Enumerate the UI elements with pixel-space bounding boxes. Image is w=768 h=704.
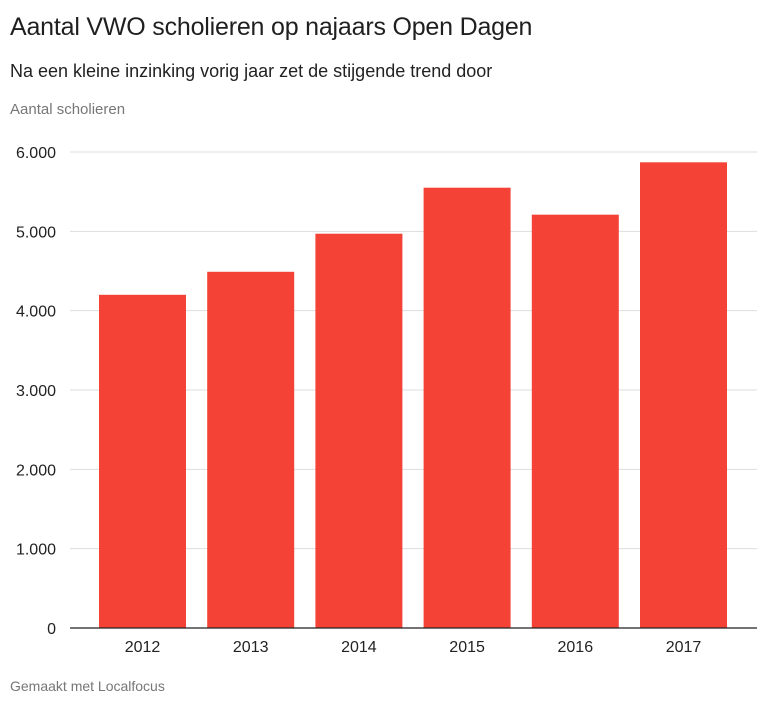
x-axis-ticks: 2012 2013 2014 2015 2016 2017 — [125, 639, 702, 656]
bar-2013[interactable] — [207, 271, 295, 628]
x-tick-label: 2012 — [125, 639, 161, 656]
bar-2017[interactable] — [640, 162, 727, 628]
x-tick-label: 2015 — [449, 639, 485, 656]
x-tick-label: 2016 — [558, 639, 594, 656]
chart-title: Aantal VWO scholieren op najaars Open Da… — [10, 13, 533, 41]
bar-2015[interactable] — [423, 187, 511, 628]
y-tick-label: 1.000 — [16, 542, 56, 559]
y-tick-label: 6.000 — [16, 145, 56, 162]
y-axis-label: Aantal scholieren — [10, 101, 126, 118]
y-tick-label: 3.000 — [16, 383, 56, 400]
x-tick-label: 2013 — [233, 639, 269, 656]
y-tick-label: 0 — [47, 621, 56, 638]
footer-credit: Gemaakt met Localfocus — [10, 678, 165, 694]
bar-2014[interactable] — [315, 233, 403, 629]
y-tick-label: 2.000 — [16, 462, 56, 479]
chart-subtitle: Na een kleine inzinking vorig jaar zet d… — [10, 61, 493, 81]
bar-2016[interactable] — [531, 214, 619, 628]
bars — [99, 162, 727, 629]
y-tick-label: 5.000 — [16, 224, 56, 241]
bar-2012[interactable] — [99, 294, 186, 628]
y-axis-ticks: 0 1.000 2.000 3.000 4.000 5.000 6.000 — [16, 145, 56, 638]
x-tick-label: 2017 — [666, 639, 702, 656]
x-tick-label: 2014 — [341, 639, 377, 656]
y-tick-label: 4.000 — [16, 304, 56, 321]
